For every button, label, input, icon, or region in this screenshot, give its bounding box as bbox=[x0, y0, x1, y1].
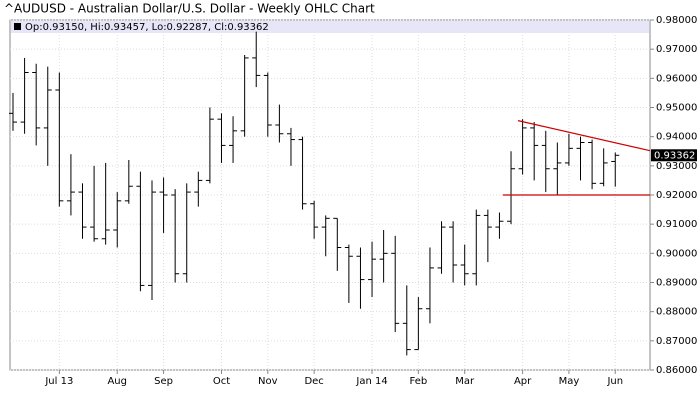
last-price-label: 0.93362 bbox=[654, 150, 695, 161]
x-tick-label: Aug bbox=[107, 376, 127, 387]
y-tick-label: 0.89000 bbox=[656, 278, 697, 289]
y-tick-label: 0.95000 bbox=[656, 103, 697, 114]
chart-title: ^AUDUSD - Australian Dollar/U.S. Dollar … bbox=[4, 2, 375, 16]
x-tick-label: Apr bbox=[514, 376, 532, 387]
x-tick-label: Jun bbox=[606, 376, 623, 387]
info-strip bbox=[11, 21, 649, 33]
y-tick-label: 0.91000 bbox=[656, 219, 697, 230]
y-tick-label: 0.87000 bbox=[656, 336, 697, 347]
trendline bbox=[517, 120, 651, 152]
y-tick-label: 0.93000 bbox=[656, 161, 697, 172]
x-tick-label: Sep bbox=[154, 376, 173, 387]
x-tick-label: Jul 13 bbox=[44, 376, 73, 387]
last-price-box bbox=[651, 149, 697, 162]
info-icon bbox=[14, 23, 21, 30]
y-tick-label: 0.90000 bbox=[656, 248, 697, 259]
y-tick-label: 0.92000 bbox=[656, 190, 697, 201]
y-tick-label: 0.88000 bbox=[656, 307, 697, 318]
y-tick-label: 0.98000 bbox=[656, 15, 697, 26]
y-tick-label: 0.97000 bbox=[656, 44, 697, 55]
x-tick-label: Oct bbox=[213, 376, 230, 387]
x-tick-label: Dec bbox=[304, 376, 323, 387]
x-tick-label: May bbox=[559, 376, 580, 387]
y-tick-label: 0.94000 bbox=[656, 132, 697, 143]
x-tick-label: Feb bbox=[410, 376, 428, 387]
y-tick-label: 0.96000 bbox=[656, 73, 697, 84]
y-tick-label: 0.86000 bbox=[656, 365, 697, 376]
x-tick-label: Jan 14 bbox=[355, 376, 387, 387]
x-tick-label: Nov bbox=[258, 376, 278, 387]
x-tick-label: Mar bbox=[455, 376, 475, 387]
info-text: Op:0.93150, Hi:0.93457, Lo:0.92287, Cl:0… bbox=[25, 22, 269, 33]
